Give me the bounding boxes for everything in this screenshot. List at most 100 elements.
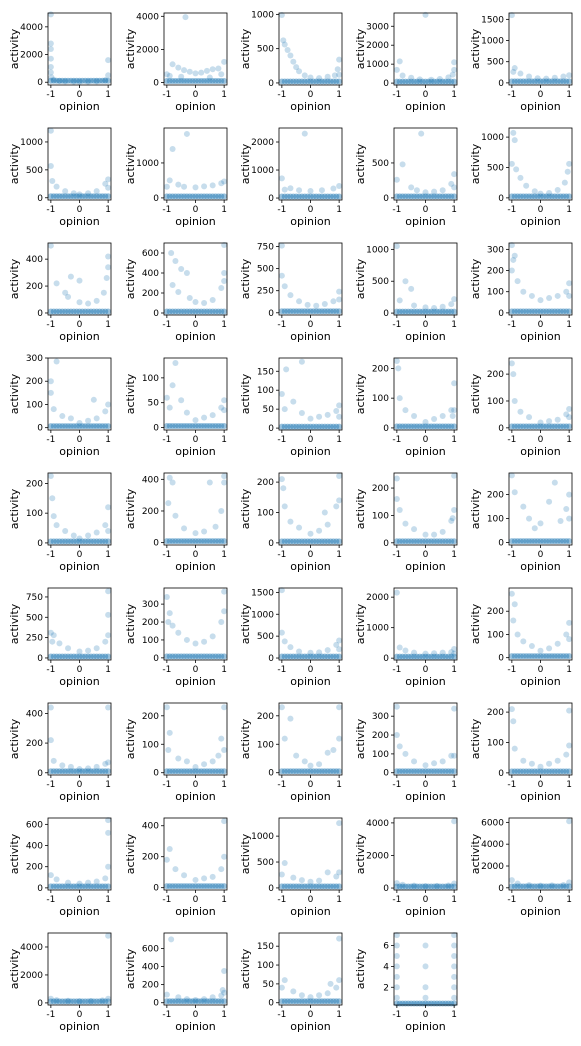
data-point (313, 423, 320, 430)
data-point (178, 397, 185, 404)
data-point (192, 530, 199, 537)
y-tick-label: 0 (268, 654, 274, 664)
data-point (307, 74, 314, 81)
y-tick-label: 2000 (20, 971, 43, 981)
data-point (336, 538, 343, 545)
data-point (411, 78, 418, 85)
data-point (82, 538, 89, 545)
data-point (221, 968, 228, 975)
data-point (201, 768, 208, 775)
data-point (425, 78, 432, 85)
baseline-points (508, 768, 573, 775)
data-point (175, 289, 182, 295)
data-point (405, 423, 412, 430)
data-point (186, 78, 193, 85)
data-point (87, 998, 94, 1005)
data-point (336, 56, 343, 63)
data-point (47, 704, 54, 711)
data-point (448, 78, 455, 85)
data-point (333, 768, 340, 775)
y-axis-label: activity (8, 603, 21, 644)
data-point (201, 193, 208, 200)
data-point (287, 518, 294, 525)
data-point (85, 879, 92, 886)
data-point (511, 538, 518, 545)
data-point (433, 768, 440, 775)
data-point (526, 73, 533, 80)
y-axis-label: activity (469, 833, 482, 874)
x-tick-label: 0 (308, 550, 314, 560)
x-tick-label: -1 (162, 780, 171, 790)
data-point (298, 998, 305, 1005)
y-axis-label: activity (354, 948, 367, 989)
data-point (59, 762, 66, 769)
data-point (221, 989, 228, 996)
data-point (439, 758, 446, 765)
baseline-points (393, 423, 458, 430)
data-point (316, 413, 323, 420)
data-point (448, 423, 455, 430)
data-point (218, 619, 225, 626)
data-point (310, 193, 317, 200)
data-point (307, 423, 314, 430)
data-point (76, 535, 83, 542)
x-tick-label: -1 (277, 205, 286, 215)
baseline-points (278, 768, 343, 775)
data-point (169, 282, 176, 288)
data-point (330, 653, 337, 660)
x-tick-label: 0 (193, 90, 199, 100)
y-tick-label: 200 (487, 370, 504, 380)
y-tick-label: 3000 (366, 22, 389, 32)
data-point (278, 272, 285, 279)
data-point (102, 883, 109, 890)
data-point (73, 653, 80, 660)
x-tick-label: -1 (507, 320, 516, 330)
data-point (218, 78, 225, 85)
data-point (411, 193, 418, 200)
data-point (396, 78, 403, 85)
x-tick-label: -1 (392, 1010, 401, 1020)
data-point (336, 473, 343, 480)
data-point (281, 41, 288, 48)
data-point (79, 538, 86, 545)
data-point (557, 768, 564, 775)
data-point (281, 406, 288, 413)
data-point (543, 538, 550, 545)
data-point (436, 78, 443, 85)
data-point (333, 78, 340, 85)
data-point (99, 308, 106, 315)
data-point (163, 538, 170, 545)
data-point (411, 649, 418, 656)
y-tick-label: 500 (257, 45, 274, 55)
data-point (531, 188, 538, 195)
data-point (537, 763, 544, 770)
data-point (543, 78, 550, 85)
data-point (393, 243, 400, 250)
data-point (203, 883, 210, 890)
data-point (399, 161, 406, 168)
y-tick-label: 100 (372, 394, 389, 404)
data-point (287, 998, 294, 1005)
data-point (203, 653, 210, 660)
data-point (310, 423, 317, 430)
x-tick-label: 1 (105, 550, 111, 560)
baseline-points (47, 538, 112, 545)
x-tick-label: -1 (46, 435, 55, 445)
data-point (209, 758, 216, 765)
x-tick-label: 1 (221, 90, 227, 100)
data-point (566, 308, 573, 315)
data-point (508, 653, 515, 660)
data-point (169, 78, 176, 85)
data-point (451, 193, 458, 200)
scatter-points (508, 242, 573, 304)
data-point (428, 193, 435, 200)
data-point (87, 193, 94, 200)
x-tick-label: 1 (566, 665, 572, 675)
data-point (221, 473, 228, 480)
y-tick-label: 1000 (251, 832, 274, 842)
data-point (422, 883, 429, 890)
data-point (212, 768, 219, 775)
data-point (534, 653, 541, 660)
data-point (531, 308, 538, 315)
data-point (47, 242, 54, 249)
